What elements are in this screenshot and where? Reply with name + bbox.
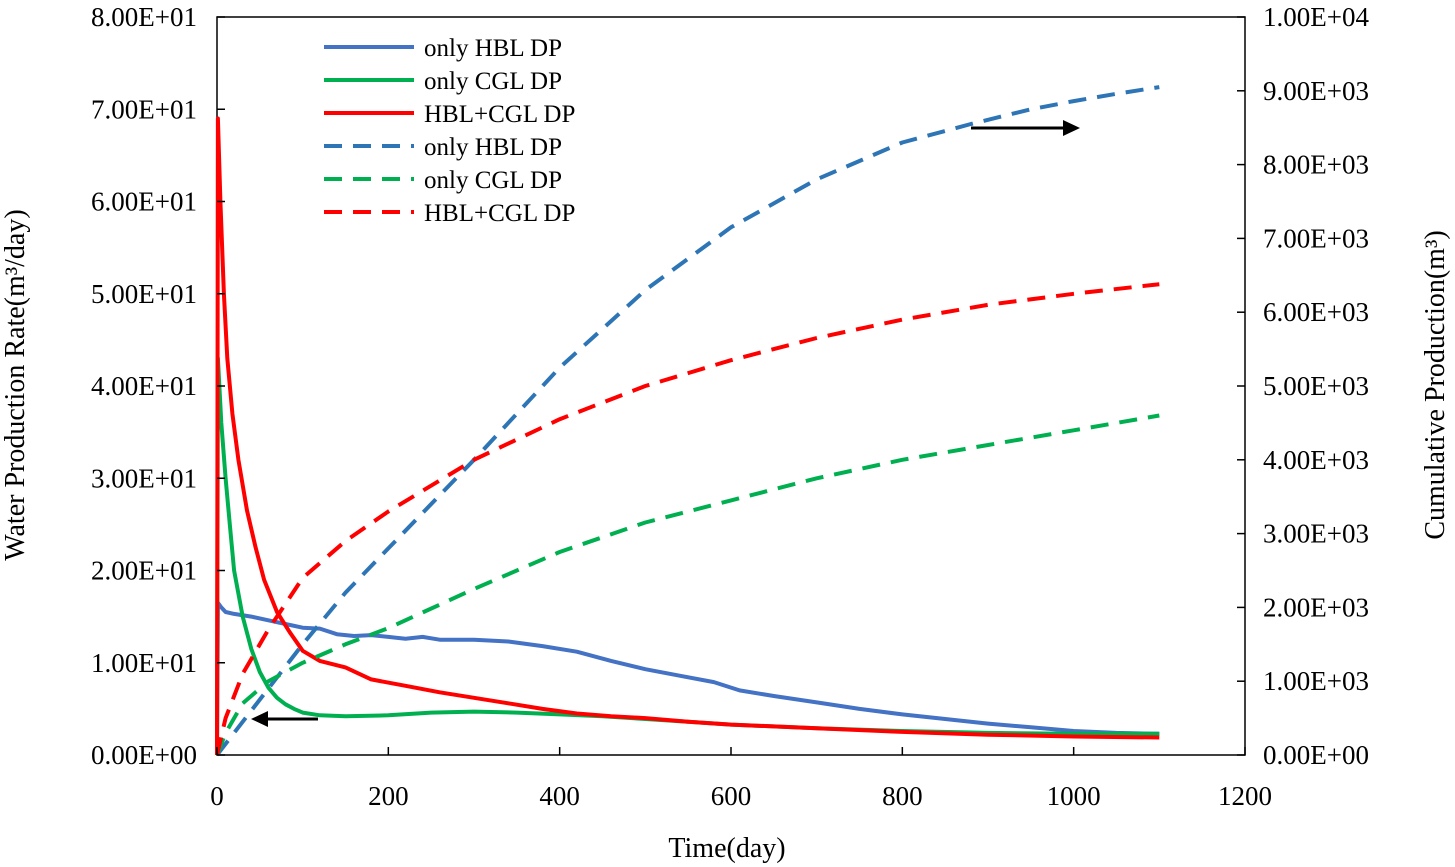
right-axis-arrow-icon (1063, 120, 1080, 136)
y-left-tick-label: 8.00E+01 (91, 2, 197, 32)
y-right-tick-label: 9.00E+03 (1263, 76, 1369, 106)
x-tick-label: 1000 (1047, 781, 1101, 811)
y-right-tick-label: 2.00E+03 (1263, 592, 1369, 622)
y-left-tick-label: 6.00E+01 (91, 187, 197, 217)
y-left-tick-label: 2.00E+01 (91, 556, 197, 586)
y-right-tick-label: 4.00E+03 (1263, 445, 1369, 475)
series-line-cumulative-3 (215, 85, 1160, 757)
series-layer (215, 85, 1160, 757)
y-left-tick-label: 4.00E+01 (91, 371, 197, 401)
legend-label-hbl-cgl-dashed: HBL+CGL DP (424, 200, 575, 227)
left-axis-arrow-icon (251, 711, 268, 727)
series-line-cumulative-5 (215, 282, 1160, 756)
series-line-rate-0 (215, 600, 1160, 756)
y-right-tick-label: 5.00E+03 (1263, 371, 1369, 401)
x-tick-label: 600 (711, 781, 752, 811)
y-axis-left-title: Water Production Rate(m³/day) (0, 209, 31, 560)
series-line-rate-2 (215, 116, 1160, 756)
legend-label-only-hbl-dashed: only HBL DP (424, 134, 562, 161)
legend-label-only-hbl-solid: only HBL DP (424, 35, 562, 62)
y-left-tick-label: 7.00E+01 (91, 94, 197, 124)
y-left-tick-label: 5.00E+01 (91, 279, 197, 309)
y-left-tick-label: 3.00E+01 (91, 463, 197, 493)
x-tick-label: 1200 (1218, 781, 1272, 811)
y-right-tick-label: 7.00E+03 (1263, 223, 1369, 253)
y-right-tick-label: 8.00E+03 (1263, 150, 1369, 180)
y-right-tick-label: 1.00E+03 (1263, 666, 1369, 696)
y-axis-right-title: Cumulative Production(m³) (1420, 230, 1451, 539)
y-right-tick-label: 1.00E+04 (1263, 2, 1369, 32)
y-right-tick-label: 3.00E+03 (1263, 519, 1369, 549)
legend-label-only-cgl-solid: only CGL DP (424, 68, 562, 95)
y-left-tick-label: 0.00E+00 (91, 740, 197, 770)
x-tick-label: 200 (368, 781, 409, 811)
x-tick-label: 0 (210, 781, 224, 811)
y-left-tick-label: 1.00E+01 (91, 648, 197, 678)
x-tick-label: 400 (539, 781, 580, 811)
x-axis-title: Time(day) (668, 833, 785, 864)
annotation-arrows (251, 120, 1080, 727)
y-right-tick-label: 0.00E+00 (1263, 740, 1369, 770)
x-tick-label: 800 (882, 781, 923, 811)
legend: only HBL DP only CGL DP HBL+CGL DP only … (324, 35, 575, 227)
tick-layer: 0 200 400 600 800 1000 1200 0.00E+00 1.00E+01 2.0… (91, 2, 1369, 811)
series-line-cumulative-4 (215, 413, 1160, 756)
legend-label-hbl-cgl-solid: HBL+CGL DP (424, 101, 575, 128)
y-right-tick-label: 6.00E+03 (1263, 297, 1369, 327)
legend-label-only-cgl-dashed: only CGL DP (424, 167, 562, 194)
